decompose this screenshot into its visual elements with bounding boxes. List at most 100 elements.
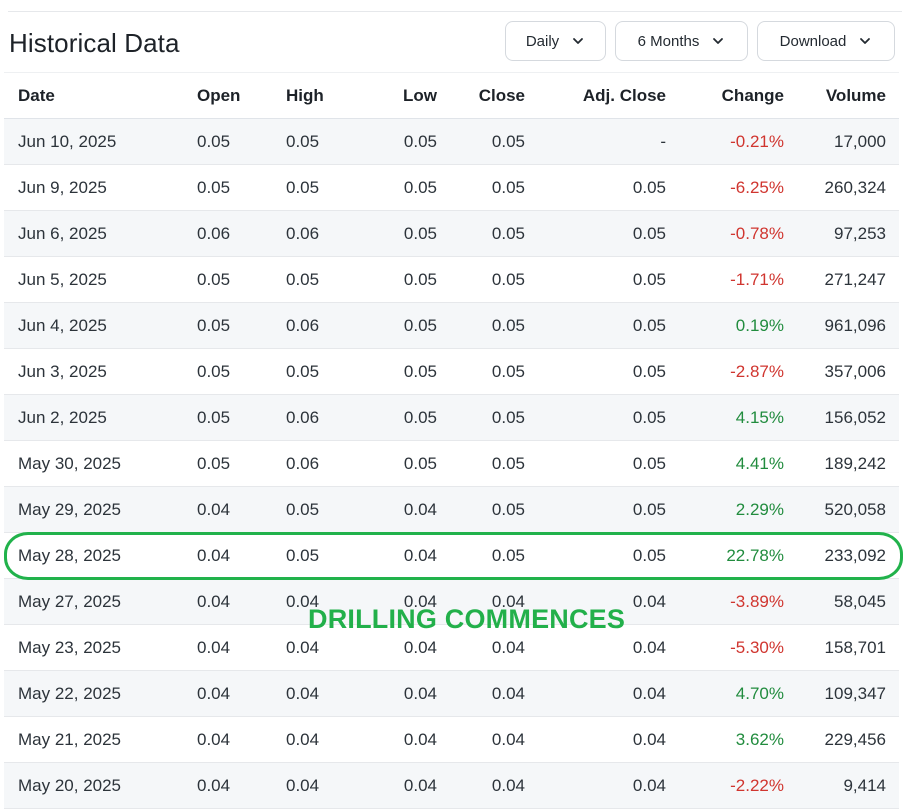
cell-change: -2.87% [666, 348, 784, 395]
cell-high: 0.05 [286, 256, 369, 303]
cell-close: 0.04 [437, 716, 525, 763]
cell-volume: 233,092 [784, 532, 899, 579]
chevron-down-icon [573, 38, 584, 44]
cell-low: 0.05 [369, 302, 437, 349]
range-label: 6 Months [637, 32, 700, 50]
cell-date: Jun 6, 2025 [4, 210, 197, 257]
table-row: May 20, 2025 0.04 0.04 0.04 0.04 0.04 -2.22% 9,… [4, 762, 899, 809]
cell-high: 0.04 [286, 716, 369, 763]
cell-change: -3.89% [666, 578, 784, 625]
cell-open: 0.04 [197, 486, 286, 533]
cell-high: 0.04 [286, 762, 369, 809]
cell-volume: 260,324 [784, 164, 899, 211]
cell-open: 0.06 [197, 210, 286, 257]
table-row: Jun 6, 2025 0.06 0.06 0.05 0.05 0.05 -0.78% 97,… [4, 210, 899, 257]
cell-adj-close: 0.05 [525, 210, 666, 257]
cell-change: -1.71% [666, 256, 784, 303]
cell-adj-close: 0.05 [525, 164, 666, 211]
cell-date: May 23, 2025 [4, 624, 197, 671]
cell-adj-close: 0.04 [525, 716, 666, 763]
cell-open: 0.05 [197, 118, 286, 165]
column-header-open[interactable]: Open [197, 72, 286, 119]
cell-close: 0.04 [437, 624, 525, 671]
column-header-change[interactable]: Change [666, 72, 784, 119]
frequency-dropdown[interactable]: Daily [505, 21, 606, 61]
historical-data-table: Date Open High Low Close Adj. Close Chan… [4, 72, 899, 809]
table-row: Jun 9, 2025 0.05 0.05 0.05 0.05 0.05 -6.25% 260… [4, 164, 899, 211]
column-header-volume[interactable]: Volume [784, 72, 899, 119]
cell-adj-close: 0.05 [525, 486, 666, 533]
cell-volume: 961,096 [784, 302, 899, 349]
download-dropdown[interactable]: Download [757, 21, 895, 61]
column-header-adj-close[interactable]: Adj. Close [525, 72, 666, 119]
cell-volume: 17,000 [784, 118, 899, 165]
cell-low: 0.05 [369, 256, 437, 303]
cell-change: 4.41% [666, 440, 784, 487]
cell-high: 0.06 [286, 302, 369, 349]
cell-open: 0.05 [197, 256, 286, 303]
cell-high: 0.04 [286, 578, 369, 625]
cell-date: Jun 10, 2025 [4, 118, 197, 165]
cell-date: May 27, 2025 [4, 578, 197, 625]
cell-high: 0.06 [286, 210, 369, 257]
cell-date: Jun 5, 2025 [4, 256, 197, 303]
cell-volume: 97,253 [784, 210, 899, 257]
table-row: Jun 3, 2025 0.05 0.05 0.05 0.05 0.05 -2.87% 357… [4, 348, 899, 395]
cell-change: 3.62% [666, 716, 784, 763]
cell-adj-close: 0.05 [525, 532, 666, 579]
column-header-low[interactable]: Low [369, 72, 437, 119]
table-row: May 23, 2025 0.04 0.04 0.04 0.04 0.04 -5.30% 15… [4, 624, 899, 671]
cell-date: May 21, 2025 [4, 716, 197, 763]
cell-low: 0.05 [369, 440, 437, 487]
table-row: May 29, 2025 0.04 0.05 0.04 0.05 0.05 2.29% 520… [4, 486, 899, 533]
cell-low: 0.05 [369, 348, 437, 395]
cell-close: 0.05 [437, 302, 525, 349]
cell-close: 0.05 [437, 440, 525, 487]
column-header-close[interactable]: Close [437, 72, 525, 119]
cell-open: 0.04 [197, 716, 286, 763]
cell-volume: 156,052 [784, 394, 899, 441]
cell-high: 0.04 [286, 624, 369, 671]
cell-change: 4.15% [666, 394, 784, 441]
page-title: Historical Data [9, 28, 180, 58]
cell-high: 0.05 [286, 348, 369, 395]
top-divider [8, 11, 902, 12]
download-label: Download [779, 32, 847, 50]
cell-volume: 9,414 [784, 762, 899, 809]
cell-low: 0.05 [369, 164, 437, 211]
cell-open: 0.04 [197, 624, 286, 671]
cell-open: 0.04 [197, 762, 286, 809]
cell-volume: 520,058 [784, 486, 899, 533]
table-row: May 27, 2025 0.04 0.04 0.04 0.04 0.04 -3.89% 58… [4, 578, 899, 625]
cell-volume: 58,045 [784, 578, 899, 625]
cell-high: 0.06 [286, 394, 369, 441]
cell-change: -2.22% [666, 762, 784, 809]
cell-low: 0.05 [369, 118, 437, 165]
cell-change: 0.19% [666, 302, 784, 349]
cell-close: 0.04 [437, 762, 525, 809]
cell-date: May 22, 2025 [4, 670, 197, 717]
cell-adj-close: 0.05 [525, 394, 666, 441]
cell-volume: 229,456 [784, 716, 899, 763]
cell-open: 0.05 [197, 348, 286, 395]
cell-adj-close: 0.04 [525, 578, 666, 625]
cell-close: 0.05 [437, 256, 525, 303]
cell-change: -5.30% [666, 624, 784, 671]
chevron-down-icon [860, 38, 871, 44]
cell-close: 0.04 [437, 670, 525, 717]
column-header-high[interactable]: High [286, 72, 369, 119]
cell-open: 0.05 [197, 164, 286, 211]
cell-high: 0.04 [286, 670, 369, 717]
table-row: Jun 5, 2025 0.05 0.05 0.05 0.05 0.05 -1.71% 271… [4, 256, 899, 303]
cell-low: 0.04 [369, 716, 437, 763]
cell-date: May 29, 2025 [4, 486, 197, 533]
cell-open: 0.04 [197, 578, 286, 625]
cell-adj-close: 0.05 [525, 302, 666, 349]
table-row: May 21, 2025 0.04 0.04 0.04 0.04 0.04 3.62% 229… [4, 716, 899, 763]
cell-high: 0.05 [286, 164, 369, 211]
table-row: May 28, 2025 0.04 0.05 0.04 0.05 0.05 22.78% 23… [4, 532, 899, 579]
cell-close: 0.05 [437, 532, 525, 579]
column-header-date[interactable]: Date [4, 72, 197, 119]
range-dropdown[interactable]: 6 Months [615, 21, 748, 61]
cell-change: -0.21% [666, 118, 784, 165]
